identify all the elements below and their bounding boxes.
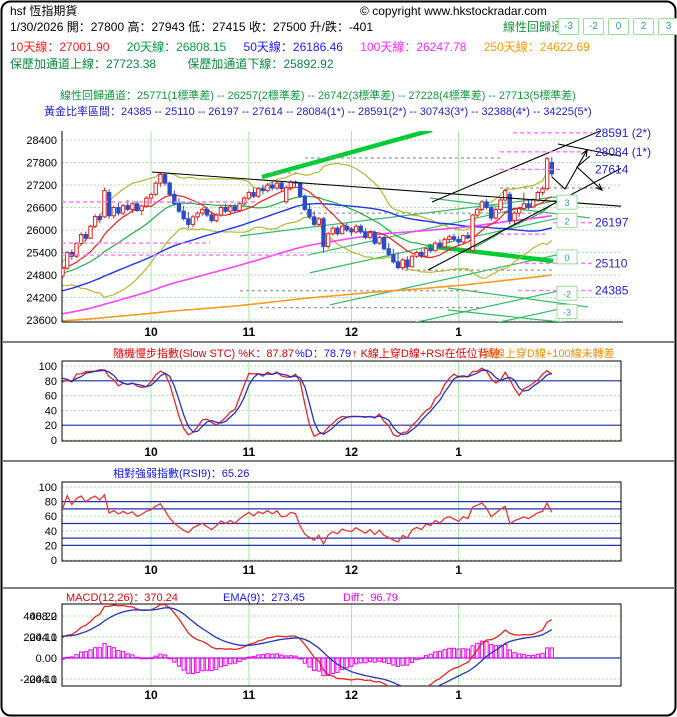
svg-text:26000: 26000 [26, 225, 57, 237]
quote-open: 27800 [90, 20, 125, 34]
regression-channel-buttons: -3 -2 0 2 3 [558, 18, 677, 35]
page-title: hsf 恆指期貨 [10, 4, 78, 18]
svg-text:0: 0 [51, 435, 57, 447]
quote-line: 1/30/2026 開：27800 高：27943 低：27415 收：2750… [10, 20, 374, 34]
bollinger-legend: 保歷加通道上線：27723.38 保歷加通道下線：25892.92 [10, 57, 334, 71]
svg-text:-204.10: -204.10 [20, 674, 57, 686]
svg-text:0: 0 [564, 253, 569, 263]
up-arrow-icon: ↑ [478, 348, 484, 360]
copyright: © copyright www.hkstockradar.com [360, 4, 547, 18]
svg-text:11: 11 [243, 563, 256, 577]
up-arrow-icon: ↑ [352, 348, 358, 360]
quote-high: 27943 [151, 20, 185, 34]
channel-button-2[interactable]: 2 [633, 18, 654, 35]
quote-change: -401 [349, 20, 374, 34]
svg-text:1: 1 [455, 688, 462, 702]
quote-low: 27415 [212, 20, 246, 34]
svg-text:40: 40 [45, 405, 57, 417]
stc-d-value: 78.79 [323, 348, 352, 360]
svg-text:408.20: 408.20 [23, 611, 57, 623]
svg-text:20: 20 [45, 420, 57, 432]
svg-text:1: 1 [455, 325, 462, 339]
svg-text:10: 10 [144, 688, 158, 702]
svg-text:100: 100 [39, 482, 57, 494]
macd-diff-value: 96.79 [370, 592, 398, 604]
svg-text:-204.1: -204.1 [26, 674, 57, 686]
svg-text:25110: 25110 [595, 256, 628, 270]
stc-signal-orange: ↑ K線上穿D線+100線未轉差 [478, 348, 615, 360]
svg-text:204.1: 204.1 [29, 632, 57, 644]
rsi-value: 65.26 [221, 468, 250, 480]
svg-text:40: 40 [45, 526, 57, 538]
svg-text:60: 60 [45, 391, 57, 403]
channel-button-minus3[interactable]: -3 [558, 18, 579, 35]
rsi-label: 相對強弱指數(RSI9)：65.26 [113, 468, 250, 480]
stc-d-label: %D：78.79 [295, 348, 352, 360]
quote-date: 1/30/2026 [10, 20, 64, 34]
svg-text:24200: 24200 [26, 293, 57, 305]
macd-value: 370.24 [144, 592, 178, 604]
svg-text:1: 1 [455, 563, 462, 577]
regression-channel-label: 線性回歸通道 [503, 20, 576, 34]
stc-k-value: 87.87 [266, 348, 294, 360]
channel-button-0[interactable]: 0 [608, 18, 629, 35]
svg-text:12: 12 [345, 563, 359, 577]
channel-button-3[interactable]: 3 [658, 18, 677, 35]
regression-values: 線性回歸通道：25771(1標準差) -- 26257(2標準差) -- 267… [60, 90, 576, 102]
macd-ema-label: EMA(9)：273.45 [223, 592, 305, 604]
svg-text:11: 11 [243, 445, 256, 459]
svg-text:-2: -2 [563, 289, 571, 299]
ma-legend: 10天線：27001.90 20天線：26808.15 50天線：26186.4… [10, 40, 590, 54]
macd-label: MACD(12,26)：370.24 [66, 592, 178, 604]
svg-text:2: 2 [564, 216, 569, 226]
copyright-icon: © [360, 4, 369, 18]
svg-text:10: 10 [144, 445, 158, 459]
svg-text:80: 80 [45, 376, 57, 388]
golden-ratio-values: 黃金比率區間：24385 -- 25110 -- 26197 -- 27614 … [44, 106, 592, 118]
svg-text:20: 20 [45, 540, 57, 552]
svg-text:60: 60 [45, 511, 57, 523]
stc-label: 隨機慢步指數(Slow STC) %K：87.87 [113, 348, 294, 360]
svg-text:27200: 27200 [26, 180, 57, 192]
macd-diff-label: Diff：96.79 [343, 592, 398, 604]
svg-text:12: 12 [345, 325, 359, 339]
svg-text:11: 11 [243, 688, 256, 702]
macd-ema-value: 273.45 [271, 592, 305, 604]
svg-text:100: 100 [39, 361, 57, 373]
svg-text:27800: 27800 [26, 158, 57, 170]
stc-signal-red: ↑ K線上穿D線+RSI在低位背馳 [352, 348, 500, 360]
svg-text:12: 12 [345, 445, 359, 459]
svg-text:23600: 23600 [26, 315, 57, 327]
svg-text:10: 10 [144, 563, 158, 577]
channel-button-minus2[interactable]: -2 [583, 18, 604, 35]
svg-text:28084 (1*): 28084 (1*) [595, 145, 651, 159]
svg-text:11: 11 [243, 325, 256, 339]
svg-text:12: 12 [345, 688, 359, 702]
svg-text:0: 0 [51, 555, 57, 567]
quote-close: 27500 [272, 20, 307, 34]
svg-text:24385: 24385 [595, 284, 629, 298]
macd-histogram [62, 640, 554, 677]
svg-text:204.10: 204.10 [23, 632, 57, 644]
svg-text:27614: 27614 [595, 162, 629, 176]
svg-text:10: 10 [144, 325, 158, 339]
svg-text:28400: 28400 [26, 135, 57, 147]
svg-text:24800: 24800 [26, 270, 57, 282]
candles-layer [62, 156, 554, 279]
svg-text:26600: 26600 [26, 203, 57, 215]
svg-text:25400: 25400 [26, 248, 57, 260]
svg-text:408.2: 408.2 [29, 611, 57, 623]
svg-text:1: 1 [455, 445, 462, 459]
svg-text:3: 3 [564, 198, 569, 208]
svg-text:-3: -3 [563, 307, 571, 317]
svg-text:80: 80 [45, 497, 57, 509]
svg-text:26197: 26197 [595, 216, 629, 230]
svg-text:0.00: 0.00 [36, 653, 57, 665]
svg-text:28591 (2*): 28591 (2*) [595, 126, 651, 140]
